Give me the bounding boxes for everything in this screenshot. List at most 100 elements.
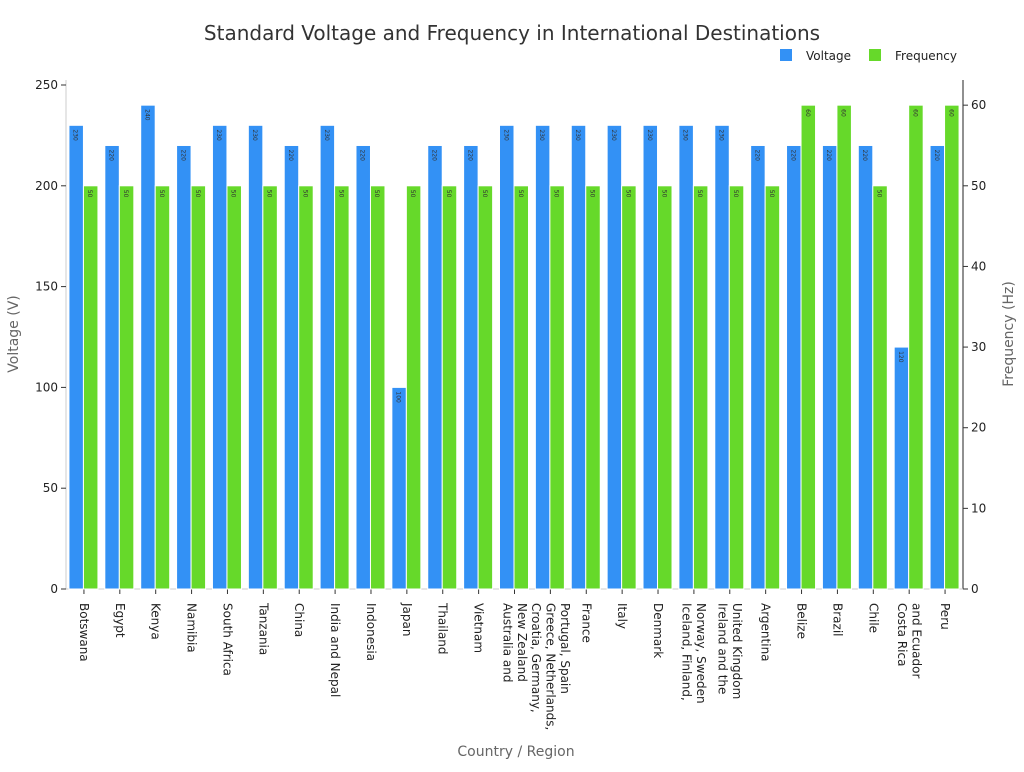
bar-voltage (929, 144, 946, 590)
x-tick-label: Kenya (149, 603, 163, 640)
bar-frequency (513, 185, 529, 590)
y2-tick-label: 40 (971, 259, 986, 273)
bar-data-label: 50 (445, 190, 452, 198)
bar-frequency (836, 104, 852, 590)
bar-voltage (570, 124, 587, 590)
bar-data-label: 230 (72, 129, 79, 141)
x-tick-label: China (292, 603, 306, 637)
bar-frequency (549, 185, 565, 590)
bar-data-label: 50 (768, 190, 775, 198)
bar-data-label: 220 (108, 149, 115, 161)
bar-frequency (764, 185, 781, 590)
bar-data-label: 50 (660, 190, 667, 198)
bar-frequency (908, 104, 924, 590)
bar-data-label: 230 (538, 129, 545, 141)
bar-data-label: 120 (897, 351, 904, 363)
bar-voltage (427, 144, 443, 590)
chart-title: Standard Voltage and Frequency in Intern… (204, 21, 820, 45)
bar-data-label: 60 (840, 109, 847, 117)
bar-data-label: 50 (86, 190, 93, 198)
bar-data-label: 50 (553, 190, 560, 198)
y-axis-label: Voltage (V) (6, 295, 22, 372)
x-tick-label: Japan (400, 602, 414, 636)
bar-frequency (369, 185, 386, 590)
x-tick-label: France (579, 603, 593, 643)
bar-voltage (68, 124, 84, 590)
legend-swatch-frequency (869, 49, 881, 61)
bar-voltage (714, 124, 730, 590)
bar-data-label: 230 (323, 129, 330, 141)
bar-voltage (893, 346, 910, 590)
bar-data-label: 60 (947, 109, 954, 117)
bar-data-label: 50 (158, 190, 165, 198)
bar-data-label: 220 (466, 149, 473, 161)
bar-data-label: 50 (230, 190, 237, 198)
bar-frequency (585, 185, 601, 590)
y-tick-label: 0 (50, 582, 58, 596)
x-tick-label: Vietnam (472, 603, 486, 653)
y2-axis-label: Frequency (Hz) (1001, 281, 1017, 387)
bar-frequency (944, 104, 960, 590)
bar-data-label: 50 (481, 190, 488, 198)
x-tick-label: Chile (866, 603, 880, 633)
y2-tick-label: 10 (971, 501, 986, 515)
bar-frequency (441, 185, 458, 590)
y2-tick-label: 0 (971, 582, 979, 596)
x-tick-label: Namibia (185, 603, 199, 653)
bar-voltage (786, 144, 802, 590)
bar-data-label: 240 (143, 109, 150, 121)
x-tick-label: Denmark (651, 603, 665, 658)
bar-data-label: 50 (696, 190, 703, 198)
bar-data-label: 50 (589, 190, 596, 198)
bar-voltage (355, 144, 371, 590)
bar-voltage (534, 124, 551, 590)
bar-data-label: 220 (825, 149, 832, 161)
bar-data-label: 230 (682, 129, 689, 141)
x-tick-label: Brazil (830, 603, 844, 637)
bar-data-label: 50 (337, 190, 344, 198)
bar-data-label: 230 (646, 129, 653, 141)
bar-data-label: 50 (266, 190, 273, 198)
bar-frequency (190, 185, 207, 590)
bar-voltage (391, 386, 407, 590)
y-tick-label: 250 (35, 78, 58, 92)
bar-data-label: 60 (804, 109, 811, 117)
y2-tick-label: 50 (971, 179, 986, 193)
bar-voltage (104, 144, 120, 590)
bar-data-label: 50 (876, 190, 883, 198)
bar-voltage (750, 144, 766, 590)
y2-tick-label: 20 (971, 421, 986, 435)
x-tick-label: Belize (795, 603, 809, 639)
legend: Voltage Frequency (780, 49, 957, 63)
x-axis-label: Country / Region (457, 744, 574, 760)
y2-tick-label: 30 (971, 340, 986, 354)
y-tick-label: 150 (35, 280, 58, 294)
x-tick-label: Costa Ricaand Ecuador (895, 603, 924, 678)
x-tick-label: Italy (615, 603, 629, 629)
bar-data-label: 50 (517, 190, 524, 198)
y2-tick-label: 60 (971, 98, 986, 112)
bar-voltage (606, 124, 623, 590)
bar-frequency (82, 185, 99, 590)
bar-data-label: 230 (215, 129, 222, 141)
x-tick-label: India and Nepal (328, 603, 342, 697)
bar-data-label: 230 (574, 129, 581, 141)
x-tick-label: Ireland and theUnited Kingdom (716, 603, 745, 699)
bar-frequency (298, 185, 314, 590)
bar-data-label: 50 (732, 190, 739, 198)
legend-swatch-voltage (780, 49, 792, 61)
bar-data-label: 230 (502, 129, 509, 141)
y-tick-label: 100 (35, 380, 58, 394)
x-tick-label: Botswana (77, 603, 91, 662)
bar-data-label: 220 (861, 149, 868, 161)
x-tick-label: Egypt (113, 603, 127, 638)
bar-frequency (226, 185, 242, 590)
bar-frequency (405, 185, 422, 590)
bar-data-label: 220 (359, 149, 366, 161)
bar-voltage (857, 144, 874, 590)
x-tick-label: Croatia, Germany,Greece, Netherlands,Por… (529, 603, 572, 730)
bar-frequency (872, 185, 888, 590)
bar-frequency (334, 185, 350, 590)
bar-frequency (118, 185, 135, 590)
